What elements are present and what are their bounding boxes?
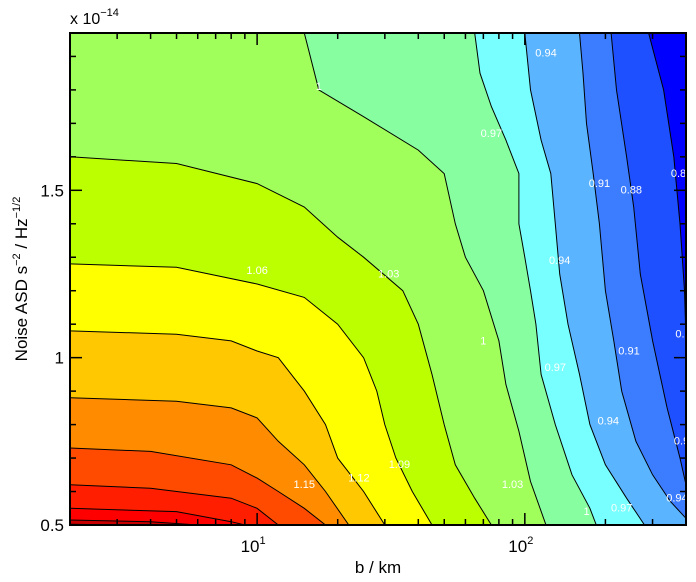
contour-label: 1.12: [348, 472, 369, 484]
contour-label: 0.8: [671, 168, 686, 180]
x-tick-label: 102: [508, 535, 533, 556]
axis-ticks: 101 102 0.5 1 1.5: [40, 33, 687, 556]
contour-label: 0.94: [598, 416, 619, 428]
contour-line-1.06: [70, 263, 433, 525]
x-axis-label: b / km: [355, 558, 401, 577]
contour-label: 0.97: [545, 362, 566, 374]
y-tick-label: 1: [55, 349, 64, 368]
contour-label: 0.9: [674, 436, 689, 448]
plot-frame: [69, 32, 687, 526]
contour-line-1.09: [70, 330, 386, 525]
contour-line-0.88: [610, 33, 686, 485]
contour-label: 1: [583, 506, 589, 518]
contour-line-1.18: [70, 484, 279, 525]
contour-line-1.03: [70, 156, 492, 525]
contour-line-1.15: [70, 447, 326, 525]
y-axis-label: Noise ASD s−2 / Hz−1/2: [11, 197, 31, 362]
contour-fills: [70, 33, 686, 525]
y-tick-label: 0.5: [40, 516, 64, 535]
contour-label: 1.06: [246, 265, 267, 277]
contour-label: 0.94: [535, 47, 556, 59]
contour-label: 1.03: [502, 479, 523, 491]
y-tick-label: 1.5: [40, 181, 64, 200]
y-multiplier: x 10−14: [70, 7, 119, 28]
contour-line-1: [303, 33, 547, 525]
contour-label: 1: [480, 335, 486, 347]
contour-label: 1.03: [378, 268, 399, 280]
contour-label: 0.91: [589, 178, 610, 190]
contour-label: 0.8: [675, 329, 690, 341]
contour-line-1.12: [70, 397, 350, 525]
contour-label: 0.88: [621, 185, 642, 197]
contour-line-0.97: [474, 33, 597, 525]
contour-label: 0.97: [611, 503, 632, 515]
contour-band-14: [70, 520, 198, 525]
contour-line-1.21: [70, 507, 246, 525]
contour-label: 0.97: [481, 128, 502, 140]
contour-line-0.94: [524, 33, 645, 525]
contour-label: 0.91: [618, 345, 639, 357]
contour-label: 1.15: [294, 479, 315, 491]
contour-label: 0.94: [549, 255, 570, 267]
contour-label: 1: [316, 81, 322, 93]
x-tick-label: 101: [241, 535, 266, 556]
contour-line-0.91: [579, 33, 686, 519]
contour-label: 1.09: [389, 459, 410, 471]
contour-label: 0.94: [666, 493, 687, 505]
